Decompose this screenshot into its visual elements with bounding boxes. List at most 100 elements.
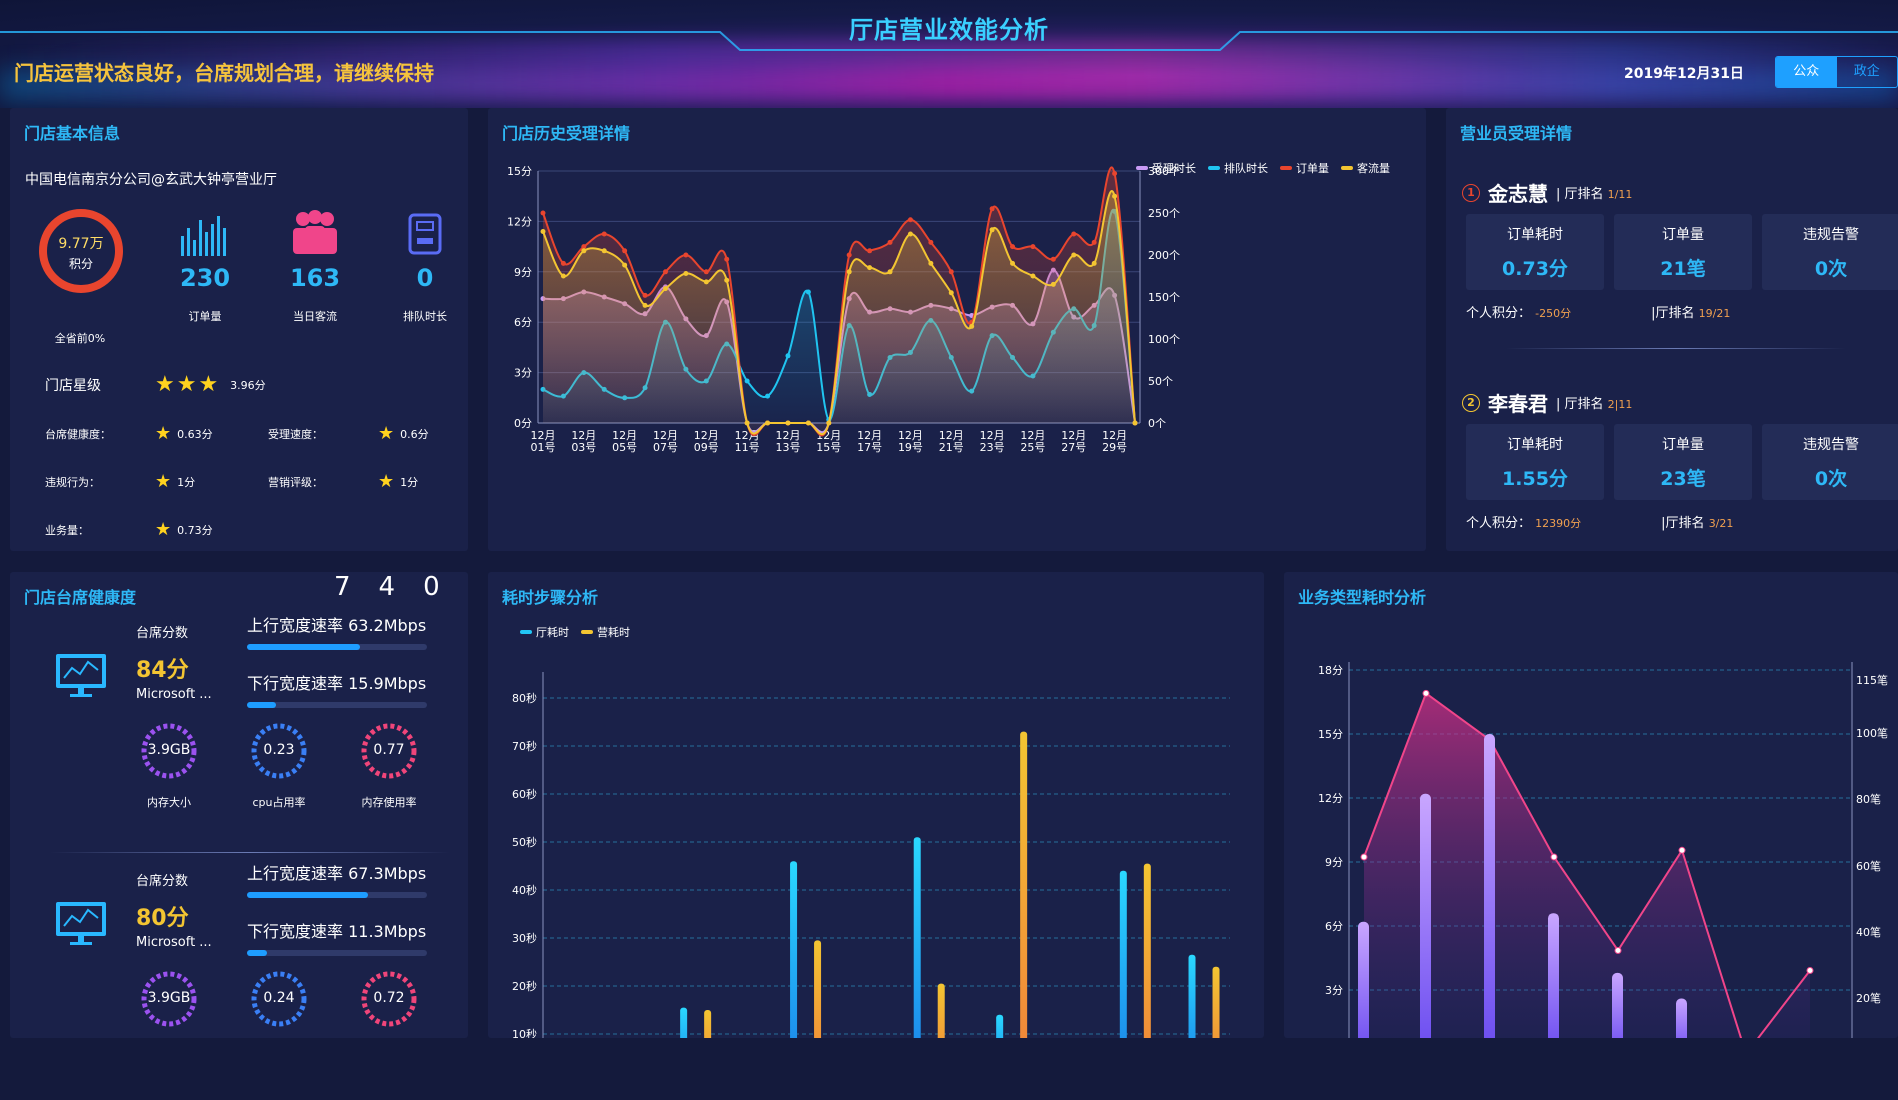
gauge-memory-usage-label: 0.77	[373, 742, 405, 758]
counter-digit: 0	[423, 572, 440, 602]
tab-public[interactable]: 公众	[1776, 57, 1837, 87]
y-right-tick: 0个	[1148, 417, 1166, 430]
page-title: 厅店营业效能分析	[849, 16, 1049, 44]
desk-health-panel: 门店台席健康度 7 4 0 台席分数 84分 Microsoft ... 上行宽…	[10, 572, 468, 1038]
bar-biz-time	[1548, 913, 1559, 1038]
x-tick: 25号	[1020, 441, 1045, 454]
steps-legend: 厅耗时 营耗时	[520, 624, 630, 640]
staff-1-name: 金志慧	[1488, 182, 1548, 206]
bar-hall-time	[1188, 954, 1196, 1038]
y-right-tick: 115笔	[1856, 673, 1888, 687]
stat-queue: 0 排队时长	[380, 208, 470, 324]
desk-up-rate: 上行宽度速率 67.3Mbps	[247, 864, 427, 883]
y-left-tick: 9分	[1325, 856, 1343, 869]
y-tick: 10秒	[512, 1027, 537, 1038]
data-point	[1050, 281, 1056, 287]
y-tick: 80秒	[512, 691, 537, 705]
current-date: 2019年12月31日	[1624, 66, 1744, 82]
desk-down-bar	[247, 950, 427, 956]
desk-down-bar-fill	[247, 702, 276, 708]
data-point	[969, 323, 975, 329]
data-point	[703, 279, 709, 285]
x-tick: 12月	[653, 429, 678, 442]
x-tick: 05号	[612, 441, 637, 454]
data-point	[846, 269, 852, 275]
data-point	[683, 252, 689, 258]
y-left-tick: 15分	[1318, 728, 1343, 741]
biz-panel: 业务类型耗时分析 3分 6分 9分 12分 15分 18分 20笔 40笔 60笔 80笔 100笔…	[1284, 572, 1898, 1038]
desk-up-rate: 上行宽度速率 63.2Mbps	[247, 616, 427, 635]
gauge-memory-size-label: 3.9GB	[147, 742, 191, 758]
metric-label: 受理速度：	[268, 427, 323, 441]
basic-info-panel: 门店基本信息 中国电信南京分公司@玄武大钟亭营业厅 9.77万 积分 全省前0%…	[10, 108, 468, 551]
data-point	[928, 239, 934, 245]
y-right-tick: 40笔	[1856, 925, 1881, 939]
gauge-cpu	[251, 971, 307, 1027]
staff-1-box-time: 订单耗时 0.73分	[1466, 214, 1604, 290]
segment-toggle: 公众 政企	[1775, 56, 1898, 88]
staff-2-name: 李春君	[1488, 392, 1548, 416]
data-point	[724, 277, 730, 283]
legend-item[interactable]: 厅耗时	[520, 624, 569, 640]
desk-down-bar-fill	[247, 950, 267, 956]
y-left-tick: 18分	[1318, 664, 1343, 677]
desk-up-bar-fill	[247, 892, 368, 898]
staff-2-box-orders: 订单量 23笔	[1614, 424, 1752, 500]
stat-queue-value: 0	[416, 264, 434, 292]
series-line	[1363, 691, 1811, 1038]
y-right-tick: 150个	[1148, 291, 1180, 304]
metric-value: 0.6分	[400, 427, 429, 441]
x-tick: 12月	[531, 429, 556, 442]
y-left-tick: 12分	[507, 215, 532, 228]
x-tick: 17号	[857, 441, 882, 454]
staff-2-score-line: 个人积分： 12390分 |厅排名 3/21	[1466, 516, 1734, 531]
metric-violation: 违规行为： ★ 1分	[45, 471, 195, 492]
legend-item[interactable]: 受理时长	[1136, 160, 1196, 176]
data-point	[989, 227, 995, 233]
x-tick: 15号	[816, 441, 841, 454]
data-point	[1132, 420, 1138, 426]
data-point	[683, 270, 689, 276]
bar-biz-time	[1612, 972, 1623, 1038]
data-point	[1071, 231, 1077, 237]
legend-item[interactable]: 排队时长	[1208, 160, 1268, 176]
bar-hall-time	[913, 837, 921, 1038]
bar-staff-time	[1143, 863, 1151, 1038]
desk-up-bar	[247, 892, 427, 898]
data-point	[1614, 946, 1622, 954]
data-point	[744, 378, 750, 384]
history-chart: 0分 3分 6分 9分 12分 15分 0个 50个 100个 150个 200个 250个 300个 1…	[507, 165, 1180, 454]
x-tick: 12月	[571, 429, 596, 442]
star-rating-icon: ★★★	[155, 372, 221, 397]
data-point	[581, 244, 587, 250]
legend-item[interactable]: 营耗时	[581, 624, 630, 640]
header: 厅店营业效能分析 门店运营状态良好，台席规划合理，请继续保持 2019年12月3…	[0, 0, 1898, 108]
data-point	[601, 248, 607, 254]
ring-value: 9.77万	[58, 236, 104, 252]
x-tick: 12月	[1102, 429, 1127, 442]
series-area	[543, 191, 1135, 435]
y-left-tick: 12分	[1318, 792, 1343, 805]
data-point	[540, 228, 546, 234]
data-point	[785, 420, 791, 426]
stat-traffic-label: 当日客流	[293, 310, 337, 323]
bar-staff-time	[1212, 966, 1220, 1038]
data-point	[1112, 171, 1118, 177]
x-tick: 12月	[1061, 429, 1086, 442]
data-point	[826, 420, 832, 426]
counter-digit: 7	[334, 572, 351, 602]
x-tick: 07号	[653, 441, 678, 454]
data-point	[867, 265, 873, 271]
metric-business: 业务量： ★ 0.73分	[45, 519, 213, 540]
legend-item[interactable]: 客流量	[1341, 160, 1390, 176]
bar-hall-time	[790, 861, 798, 1038]
tab-enterprise[interactable]: 政企	[1853, 64, 1880, 79]
staff-2-box-alerts: 违规告警 0次	[1762, 424, 1898, 500]
history-title: 门店历史受理详情	[502, 124, 631, 143]
gauge-memory-size	[141, 723, 197, 779]
data-point	[662, 269, 668, 275]
biz-title: 业务类型耗时分析	[1298, 588, 1427, 607]
bar-staff-time	[814, 940, 822, 1038]
data-point	[846, 252, 852, 258]
legend-item[interactable]: 订单量	[1280, 160, 1329, 176]
